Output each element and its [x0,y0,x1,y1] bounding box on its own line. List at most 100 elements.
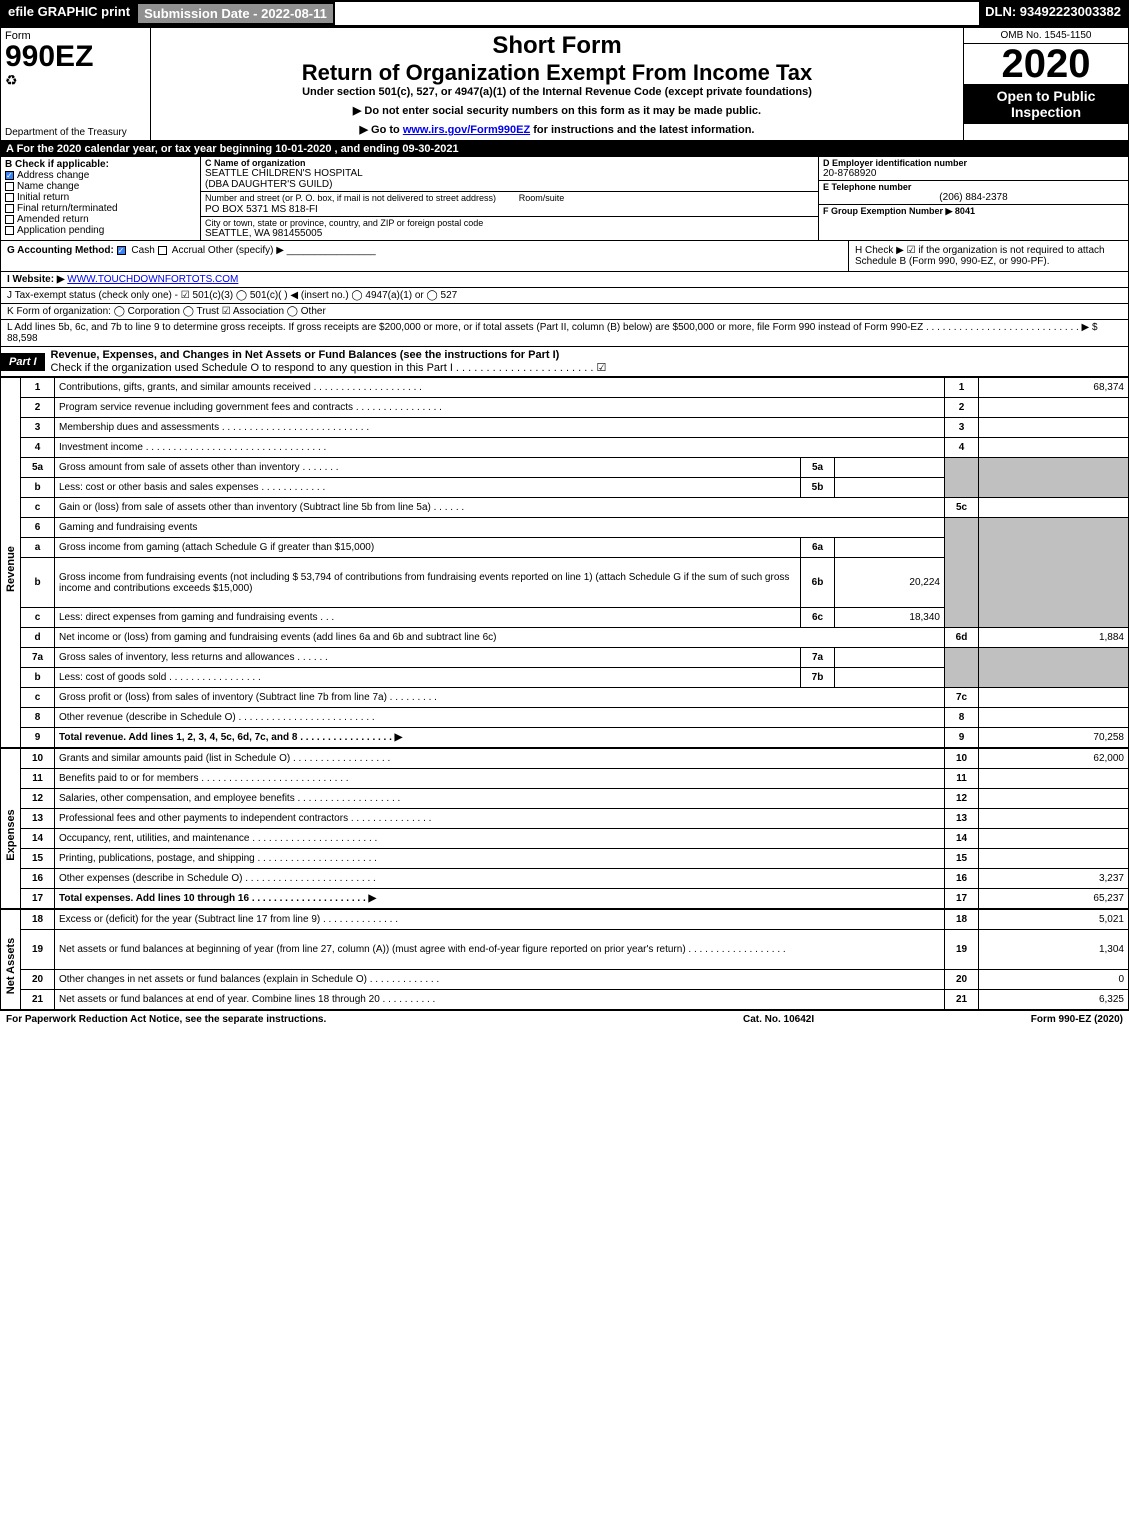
row-i: I Website: ▶ WWW.TOUCHDOWNFORTOTS.COM [0,272,1129,288]
goto-pre: ▶ Go to [360,124,403,136]
checkbox-icon [5,215,14,224]
line-9: 9Total revenue. Add lines 1, 2, 3, 4, 5c… [21,728,1129,748]
org-name: SEATTLE CHILDREN'S HOSPITAL [205,168,814,179]
city-block: City or town, state or province, country… [201,217,818,240]
line-2: 2Program service revenue including gover… [21,398,1129,418]
recycle-icon: ♻ [5,72,146,89]
expenses-block: Expenses 10Grants and similar amounts pa… [0,748,1129,909]
efile-print-label[interactable]: efile GRAPHIC print [2,2,136,25]
side-revenue: Revenue [0,377,20,748]
checkbox-icon [5,171,14,180]
footer-mid: Cat. No. 10642I [743,1014,943,1025]
period-row-a: A For the 2020 calendar year, or tax yea… [0,141,1129,157]
goto-line: ▶ Go to www.irs.gov/Form990EZ for instru… [155,123,959,136]
row-g: G Accounting Method: Cash Accrual Other … [1,241,848,271]
chk-app-pending[interactable]: Application pending [5,225,196,236]
f-block: F Group Exemption Number ▶ 8041 [819,205,1128,218]
chk-initial-return[interactable]: Initial return [5,192,196,203]
street-value: PO BOX 5371 MS 818-FI [205,204,814,215]
org-info-row: B Check if applicable: Address change Na… [0,157,1129,241]
i-label: I Website: ▶ [7,274,65,285]
chk-name-change[interactable]: Name change [5,181,196,192]
line-18: 18Excess or (deficit) for the year (Subt… [21,910,1129,930]
org-dba: (DBA DAUGHTER'S GUILD) [205,179,814,190]
under-section: Under section 501(c), 527, or 4947(a)(1)… [155,86,959,98]
tax-year: 2020 [964,44,1128,84]
submission-date: Submission Date - 2022-08-11 [136,2,335,25]
open-public: Open to Public Inspection [964,84,1128,124]
goto-post: for instructions and the latest informat… [530,124,754,136]
row-j: J Tax-exempt status (check only one) - ☑… [0,288,1129,304]
ssn-warning: ▶ Do not enter social security numbers o… [155,104,959,117]
line-5c: cGain or (loss) from sale of assets othe… [21,498,1129,518]
line-6d: dNet income or (loss) from gaming and fu… [21,628,1129,648]
e-block: E Telephone number (206) 884-2378 [819,181,1128,205]
room-label: Room/suite [519,193,565,203]
short-form-title: Short Form [155,32,959,60]
return-title: Return of Organization Exempt From Incom… [155,60,959,86]
city-label: City or town, state or province, country… [205,218,814,228]
checkbox-icon [5,182,14,191]
gh-row: G Accounting Method: Cash Accrual Other … [0,241,1129,272]
line-19: 19Net assets or fund balances at beginni… [21,930,1129,970]
open-public-1: Open to Public [968,88,1124,104]
netassets-table: 18Excess or (deficit) for the year (Subt… [20,909,1129,1010]
d-label: D Employer identification number [823,158,1124,168]
row-h: H Check ▶ ☑ if the organization is not r… [848,241,1128,271]
line-10: 10Grants and similar amounts paid (list … [21,749,1129,769]
row-l: L Add lines 5b, 6c, and 7b to line 9 to … [0,320,1129,347]
expenses-table: 10Grants and similar amounts paid (list … [20,748,1129,909]
chk-address-change[interactable]: Address change [5,170,196,181]
chk-final-return[interactable]: Final return/terminated [5,203,196,214]
form-number: 990EZ [5,42,146,72]
checkbox-icon [5,226,14,235]
revenue-table: 1Contributions, gifts, grants, and simil… [20,377,1129,748]
g-label: G Accounting Method: [7,245,114,256]
spacer [335,2,979,25]
city-value: SEATTLE, WA 981455005 [205,228,814,239]
line-21: 21Net assets or fund balances at end of … [21,990,1129,1010]
department-label: Department of the Treasury [5,127,146,138]
line-11: 11Benefits paid to or for members . . . … [21,769,1129,789]
f-label: F Group Exemption Number ▶ 8041 [823,206,1124,217]
line-17: 17Total expenses. Add lines 10 through 1… [21,889,1129,909]
part-i-check: Check if the organization used Schedule … [51,362,607,374]
netassets-block: Net Assets 18Excess or (deficit) for the… [0,909,1129,1010]
open-public-2: Inspection [968,104,1124,120]
checkbox-icon[interactable] [117,246,126,255]
line-7a: 7aGross sales of inventory, less returns… [21,648,1129,668]
footer-left: For Paperwork Reduction Act Notice, see … [6,1014,743,1025]
side-netassets: Net Assets [0,909,20,1010]
d-block: D Employer identification number 20-8768… [819,157,1128,181]
checkbox-icon [5,204,14,213]
c-label: C Name of organization [205,158,814,168]
website-link[interactable]: WWW.TOUCHDOWNFORTOTS.COM [67,274,238,285]
box-c: C Name of organization SEATTLE CHILDREN'… [201,157,818,240]
revenue-block: Revenue 1Contributions, gifts, grants, a… [0,377,1129,748]
footer-right: Form 990-EZ (2020) [943,1014,1123,1025]
e-label: E Telephone number [823,182,1124,192]
line-5a: 5aGross amount from sale of assets other… [21,458,1129,478]
line-15: 15Printing, publications, postage, and s… [21,849,1129,869]
line-4: 4Investment income . . . . . . . . . . .… [21,438,1129,458]
line-13: 13Professional fees and other payments t… [21,809,1129,829]
checkbox-icon[interactable] [158,246,167,255]
line-8: 8Other revenue (describe in Schedule O) … [21,708,1129,728]
line-7c: cGross profit or (loss) from sales of in… [21,688,1129,708]
box-b-title: B Check if applicable: [5,159,196,170]
c-name-block: C Name of organization SEATTLE CHILDREN'… [201,157,818,192]
line-3: 3Membership dues and assessments . . . .… [21,418,1129,438]
part-i-label: Part I [1,353,45,371]
line-16: 16Other expenses (describe in Schedule O… [21,869,1129,889]
side-expenses: Expenses [0,748,20,909]
line-14: 14Occupancy, rent, utilities, and mainte… [21,829,1129,849]
part-i-bar: Part I Revenue, Expenses, and Changes in… [0,347,1129,377]
street-label: Number and street (or P. O. box, if mail… [205,193,496,203]
line-1: 1Contributions, gifts, grants, and simil… [21,378,1129,398]
chk-amended-return[interactable]: Amended return [5,214,196,225]
page-footer: For Paperwork Reduction Act Notice, see … [0,1010,1129,1028]
irs-link[interactable]: www.irs.gov/Form990EZ [403,124,530,136]
dln-label: DLN: 93492223003382 [979,2,1127,25]
d-value: 20-8768920 [823,168,1124,179]
part-i-desc: Revenue, Expenses, and Changes in Net As… [45,347,1128,376]
